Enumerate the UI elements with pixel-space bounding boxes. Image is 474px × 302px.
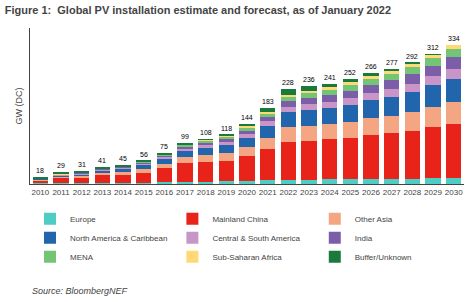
svg-text:2015: 2015 [135,188,153,197]
svg-text:2025: 2025 [341,188,359,197]
svg-text:Europe: Europe [70,215,96,224]
svg-text:144: 144 [241,114,253,121]
svg-text:Figure 1: Global PV installat: Figure 1: Global PV installation estimat… [5,4,391,16]
svg-text:2026: 2026 [362,188,380,197]
svg-text:2011: 2011 [52,188,70,197]
svg-text:2017: 2017 [176,188,194,197]
svg-text:Central & South America: Central & South America [212,234,300,243]
svg-text:GW (DC): GW (DC) [14,88,24,125]
svg-text:252: 252 [344,69,356,76]
svg-text:Buffer/Unknown: Buffer/Unknown [355,253,412,262]
svg-text:31: 31 [78,161,86,168]
svg-text:334: 334 [448,35,460,42]
svg-text:2027: 2027 [383,188,401,197]
svg-text:18: 18 [36,167,44,174]
svg-text:2024: 2024 [321,188,339,197]
svg-text:2012: 2012 [73,188,91,197]
svg-text:29: 29 [57,162,65,169]
svg-text:2028: 2028 [403,188,421,197]
svg-text:MENA: MENA [70,253,94,262]
svg-text:2029: 2029 [424,188,442,197]
svg-text:118: 118 [221,125,232,132]
svg-text:228: 228 [282,79,294,86]
svg-text:2022: 2022 [279,188,297,197]
svg-text:2016: 2016 [155,188,173,197]
svg-text:45: 45 [119,155,127,162]
svg-text:North America & Caribbean: North America & Caribbean [70,234,167,243]
svg-text:99: 99 [181,133,189,140]
svg-text:183: 183 [262,98,274,105]
svg-text:312: 312 [427,44,439,51]
svg-text:41: 41 [98,157,106,164]
svg-text:2019: 2019 [217,188,235,197]
svg-text:Mainland China: Mainland China [212,215,268,224]
svg-text:India: India [355,234,373,243]
svg-text:266: 266 [365,63,377,70]
svg-text:2023: 2023 [300,188,318,197]
svg-text:2014: 2014 [114,188,132,197]
svg-text:Other Asia: Other Asia [355,215,393,224]
svg-text:277: 277 [386,59,398,66]
svg-text:292: 292 [406,53,418,60]
svg-text:2021: 2021 [259,188,277,197]
svg-text:2018: 2018 [197,188,215,197]
svg-text:Sub-Saharan Africa: Sub-Saharan Africa [212,253,282,262]
svg-text:2010: 2010 [31,188,49,197]
svg-text:56: 56 [140,151,148,158]
svg-text:Source: BloombergNEF: Source: BloombergNEF [32,286,128,296]
svg-text:241: 241 [324,74,336,81]
svg-text:75: 75 [160,143,168,150]
svg-text:108: 108 [200,129,212,136]
svg-text:2030: 2030 [445,188,463,197]
svg-text:2013: 2013 [93,188,111,197]
svg-text:2020: 2020 [238,188,256,197]
svg-text:236: 236 [303,76,315,83]
